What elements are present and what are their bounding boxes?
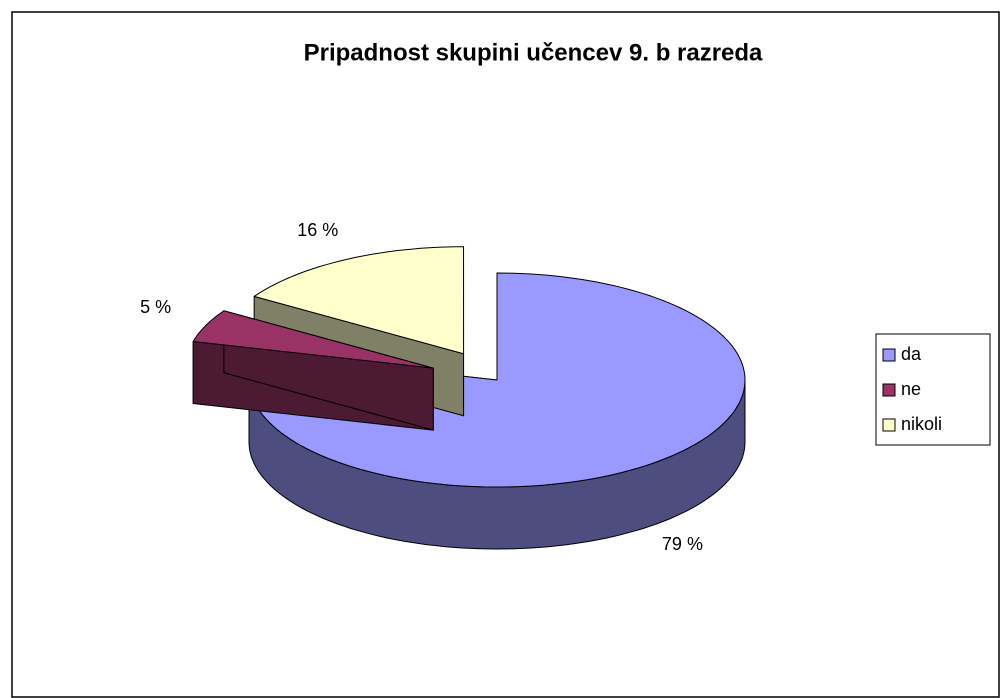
- data-label: 5 %: [140, 297, 171, 317]
- data-label: 16 %: [297, 220, 338, 240]
- legend-label: nikoli: [901, 414, 942, 434]
- legend-swatch: [882, 418, 896, 432]
- data-label: 79 %: [662, 534, 703, 554]
- legend-label: da: [901, 344, 922, 364]
- legend-label: ne: [901, 379, 921, 399]
- chart-title: Pripadnost skupini učencev 9. b razreda: [304, 39, 763, 66]
- legend-swatch: [882, 348, 896, 362]
- slice: [192, 310, 434, 369]
- legend-swatch: [882, 383, 896, 397]
- slice: [253, 246, 465, 355]
- slice: [248, 272, 746, 488]
